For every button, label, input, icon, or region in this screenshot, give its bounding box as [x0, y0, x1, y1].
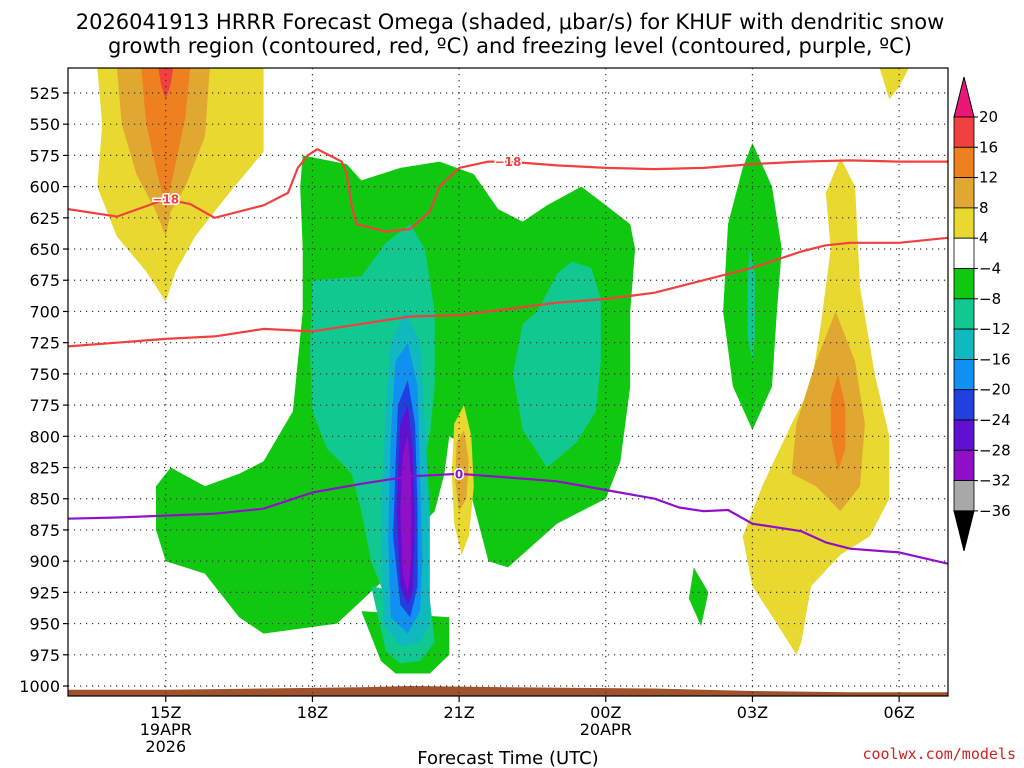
x-tick-label-21Z-0: 21Z: [443, 703, 474, 722]
colorbar-label-9: −20: [979, 381, 1011, 399]
region-green-blob-01z: [688, 567, 709, 627]
colorbar-swatch-2: [953, 146, 975, 179]
x-tick-label-00Z-1: 20APR: [580, 720, 632, 739]
y-tick-label-525: 525: [29, 84, 60, 103]
colorbar-label-3: 8: [979, 199, 989, 217]
freezing-level-line-path: [68, 472, 948, 565]
colorbar-swatch-12: [953, 449, 975, 481]
y-tick-label-975: 975: [29, 646, 60, 665]
freezing-level-line: 0: [68, 466, 948, 565]
y-tick-label-825: 825: [29, 459, 60, 478]
credit-link[interactable]: coolwx.com/models: [862, 745, 1016, 763]
colorbar-swatch-10: [953, 389, 975, 421]
colorbar-top-arrow: [953, 76, 975, 118]
colorbar-label-10: −24: [979, 411, 1011, 429]
x-tick-label-18Z-0: 18Z: [297, 703, 328, 722]
dgz-minus18-line-path: [68, 148, 948, 233]
y-tick-label-950: 950: [29, 615, 60, 634]
axes: 525 550 575 600 625 650 675 700 725 750 775 800 825 8…: [19, 84, 915, 756]
dgz-lower-line: [68, 236, 948, 348]
colorbar-label-0: 20: [979, 108, 998, 126]
region-terrain: [68, 686, 948, 696]
x-tick-label-15Z-0: 15Z: [150, 703, 181, 722]
region-orange-15z: [141, 68, 191, 210]
x-tick-label-15Z-2: 2026: [145, 737, 186, 756]
y-tick-label-925: 925: [29, 583, 60, 602]
colorbar-swatch-5: [953, 237, 975, 269]
x-tick-label-15Z-1: 19APR: [140, 720, 192, 739]
colorbar-swatch-11: [953, 419, 975, 451]
omega-shading: [68, 68, 948, 696]
colorbar-swatch-3: [953, 177, 975, 209]
colorbar-label-2: 12: [979, 169, 998, 187]
region-red-15z: [158, 68, 174, 100]
y-tick-label-575: 575: [29, 146, 60, 165]
x-tick-label-06Z-0: 06Z: [883, 703, 914, 722]
y-tick-label-675: 675: [29, 271, 60, 290]
y-tick-label-850: 850: [29, 490, 60, 509]
colorbar-swatch-7: [953, 298, 975, 330]
colorbar-label-4: 4: [979, 229, 989, 247]
colorbar-swatch-4: [953, 207, 975, 239]
x-tick-label-03Z-0: 03Z: [737, 703, 768, 722]
colorbar-swatch-8: [953, 328, 975, 360]
colorbar-swatch-1: [953, 116, 975, 148]
colorbar-swatch-13: [953, 480, 975, 512]
colorbar-label-13: −36: [979, 502, 1011, 520]
colorbar: 20 16 12 8 4 −4 −8 −12 −16 −20 −24 −28 −32 −36: [953, 76, 1011, 552]
colorbar-label-1: 16: [979, 138, 998, 156]
colorbar-swatch-6: [953, 268, 975, 300]
y-tick-label-700: 700: [29, 302, 60, 321]
y-tick-label-550: 550: [29, 115, 60, 134]
title-line-1: 2026041913 HRRR Forecast Omega (shaded, …: [76, 10, 945, 34]
region-orange-05z: [830, 373, 846, 472]
region-violet-core: [400, 436, 412, 593]
x-tick-label-00Z-0: 00Z: [590, 703, 621, 722]
colorbar-label-6: −8: [979, 290, 1001, 308]
plot-frame: [67, 67, 949, 697]
colorbar-swatch-9: [953, 358, 975, 391]
y-tick-label-800: 800: [29, 427, 60, 446]
freezing-level-line-label-0: 0: [455, 467, 463, 481]
title-line-2: growth region (contoured, red, ºC) and f…: [108, 34, 912, 58]
colorbar-label-8: −16: [979, 350, 1011, 368]
plot-area: [68, 68, 948, 696]
y-tick-label-750: 750: [29, 365, 60, 384]
region-aqua-21z: [512, 261, 601, 468]
colorbar-label-5: −4: [979, 260, 1001, 278]
y-tick-label-900: 900: [29, 552, 60, 571]
region-yellow-top-06z: [879, 68, 909, 100]
y-tick-label-875: 875: [29, 521, 60, 540]
contour-lines: −18 −18 0: [68, 148, 948, 565]
y-tick-label-775: 775: [29, 396, 60, 415]
region-gold-05z: [791, 311, 865, 512]
colorbar-bottom-arrow: [953, 510, 975, 552]
y-tick-label-1000: 1000: [19, 677, 60, 696]
dgz-minus18-line-label-0: −18: [152, 193, 179, 207]
region-aqua-03z: [747, 249, 755, 362]
region-gold-21z: [455, 430, 469, 512]
colorbar-label-7: −12: [979, 320, 1011, 338]
colorbar-label-11: −28: [979, 441, 1011, 459]
dgz-lower-line-path: [68, 236, 948, 348]
dgz-minus18-line: −18 −18: [68, 148, 948, 233]
dgz-minus18-line-label-1: −18: [495, 155, 522, 169]
y-tick-label-625: 625: [29, 209, 60, 228]
y-tick-label-650: 650: [29, 240, 60, 259]
x-axis-label: Forecast Time (UTC): [417, 748, 598, 768]
colorbar-label-12: −32: [979, 472, 1011, 490]
chart-title: 2026041913 HRRR Forecast Omega (shaded, …: [76, 10, 945, 58]
y-tick-label-600: 600: [29, 178, 60, 197]
y-tick-label-725: 725: [29, 334, 60, 353]
